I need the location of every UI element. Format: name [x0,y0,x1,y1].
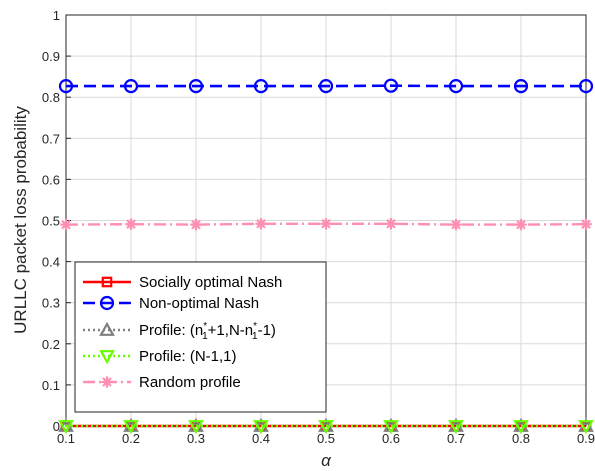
y-tick-label: 0.9 [42,49,60,64]
y-tick-label: 0.8 [42,90,60,105]
data-point-triangle-down [513,420,529,435]
y-tick-label: 0.7 [42,131,60,146]
data-point-triangle-down [123,420,139,435]
data-point-asterisk [190,218,202,231]
series-3 [58,420,594,435]
y-axis-label: URLLC packet loss probability [11,106,30,334]
x-axis-label: α [321,451,332,470]
data-point-circle [383,78,399,93]
y-tick-label: 1 [53,8,60,23]
y-ticks: 0 0.1 0.2 0.3 0.4 0.5 0.6 0.7 0.8 0.9 1 [42,8,71,434]
data-point-circle [58,79,74,94]
legend-entry: Random profile [83,374,241,391]
y-tick-label: 0.6 [42,172,60,187]
data-point-triangle-down [253,420,269,435]
data-point-triangle-down [448,420,464,435]
data-point-triangle-down [99,350,115,365]
data-point-circle [188,79,204,94]
data-point-triangle-down [58,420,74,435]
legend-label: Profile: (n* 1+1,N-n* 1-1) [139,321,276,342]
x-tick-label: 0.3 [187,431,205,446]
legend-entry: Profile: (N-1,1) [83,348,237,365]
series-4 [60,218,592,231]
data-point-triangle-down [318,420,334,435]
legend-label: Profile: (N-1,1) [139,348,237,365]
x-tick-label: 0.5 [317,431,335,446]
x-tick-label: 0.2 [122,431,140,446]
data-point-asterisk [515,218,527,231]
data-point-triangle-down [383,420,399,435]
legend: Socially optimal Nash Non-optimal Nash Pro… [74,261,327,413]
data-point-triangle-down [188,420,204,435]
data-point-asterisk [101,376,113,388]
data-point-asterisk [255,218,267,230]
legend-entry: Profile: (n* 1+1,N-n* 1-1) [83,321,276,342]
x-tick-label: 0.4 [252,431,270,446]
data-point-circle [99,295,115,311]
data-point-asterisk [580,218,592,230]
data-point-asterisk [320,218,332,230]
data-point-square [101,276,113,288]
x-tick-label: 0.1 [57,431,75,446]
series-layer [58,78,594,435]
y-tick-label: 0.5 [42,214,60,229]
x-tick-label: 0.7 [447,431,465,446]
data-point-asterisk [125,218,137,230]
x-tick-label: 0.8 [512,431,530,446]
legend-entry: Socially optimal Nash [83,274,282,291]
legend-entry: Non-optimal Nash [83,295,259,312]
data-point-asterisk [450,218,462,231]
data-point-asterisk [60,218,72,231]
x-ticks: 0.1 0.2 0.3 0.4 0.5 0.6 0.7 0.8 0.9 [57,421,595,446]
data-point-circle [318,79,334,94]
data-point-triangle-up [99,321,115,336]
x-tick-label: 0.9 [577,431,595,446]
y-tick-label: 0 [53,419,60,434]
y-tick-label: 0.4 [42,255,60,270]
data-point-circle [513,79,529,94]
legend-label: Non-optimal Nash [139,295,259,312]
data-point-circle [123,79,139,94]
data-point-asterisk [385,218,397,230]
y-tick-label: 0.3 [42,296,60,311]
data-point-circle [448,79,464,94]
series-1 [58,78,594,94]
data-point-circle [578,79,594,94]
x-tick-label: 0.6 [382,431,400,446]
data-point-circle [253,79,269,94]
y-tick-label: 0.2 [42,337,60,352]
y-tick-label: 0.1 [42,378,60,393]
data-point-triangle-down [578,420,594,435]
legend-label: Socially optimal Nash [139,274,282,291]
legend-label: Random profile [139,374,241,391]
legend-box [74,261,327,413]
